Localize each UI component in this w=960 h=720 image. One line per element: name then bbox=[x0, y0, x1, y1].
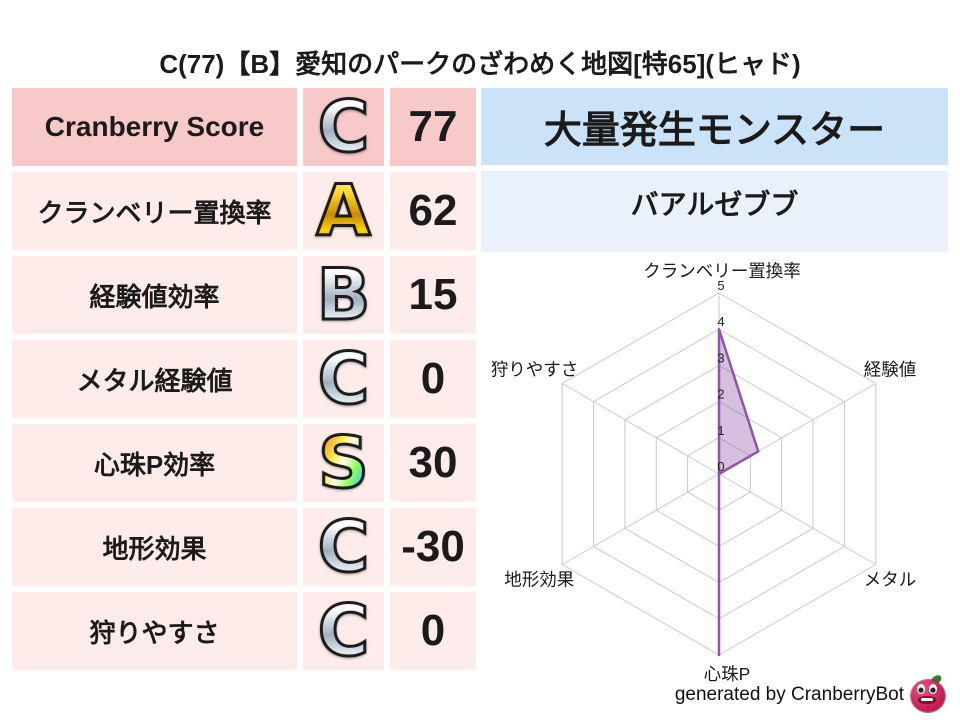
grade-icon: S bbox=[317, 422, 370, 504]
footer: generated by CranberryBot bbox=[674, 673, 948, 714]
table-row: 地形効果 C -30 bbox=[12, 506, 476, 588]
svg-text:地形効果: 地形効果 bbox=[504, 570, 574, 590]
grade-icon: C bbox=[316, 590, 370, 672]
stat-value: 30 bbox=[390, 424, 476, 502]
stat-value: 0 bbox=[390, 592, 476, 670]
table-row: 心珠P効率 S 30 bbox=[12, 422, 476, 504]
table-row: メタル経験値 C 0 bbox=[12, 338, 476, 420]
svg-text:0: 0 bbox=[717, 459, 724, 474]
page-title: C(77)【B】愛知のパークのざわめく地図[特65](ヒャド) bbox=[159, 49, 801, 79]
stat-label: 経験値効率 bbox=[12, 256, 297, 334]
monster-panel-header: 大量発生モンスター bbox=[481, 88, 948, 165]
grade-icon: C bbox=[316, 506, 370, 588]
stat-label: クランベリー置換率 bbox=[12, 172, 297, 250]
stat-value: 62 bbox=[390, 172, 476, 250]
svg-text:経験値: 経験値 bbox=[864, 360, 917, 380]
svg-text:5: 5 bbox=[717, 278, 724, 293]
table-row: Cranberry Score C 77 bbox=[12, 86, 476, 168]
stat-value: 77 bbox=[390, 88, 476, 166]
stat-label: 心珠P効率 bbox=[12, 424, 297, 502]
svg-text:3: 3 bbox=[717, 350, 724, 365]
svg-text:狩りやすさ: 狩りやすさ bbox=[491, 360, 579, 380]
cranberry-bot-icon bbox=[910, 673, 948, 714]
stat-value: 0 bbox=[390, 340, 476, 418]
svg-text:心珠P: 心珠P bbox=[704, 664, 751, 684]
table-row: 狩りやすさ C 0 bbox=[12, 590, 476, 672]
svg-text:1: 1 bbox=[717, 423, 724, 438]
svg-text:4: 4 bbox=[717, 314, 724, 329]
stat-label: 地形効果 bbox=[12, 508, 297, 586]
stat-label: Cranberry Score bbox=[12, 88, 297, 166]
monster-name-text: バアルゼブブ bbox=[630, 189, 799, 220]
grade-icon: C bbox=[316, 338, 370, 420]
footer-credit: generated by CranberryBot bbox=[674, 684, 904, 705]
svg-text:クランベリー置換率: クランベリー置換率 bbox=[643, 261, 801, 281]
table-row: 経験値効率 B 15 bbox=[12, 254, 476, 336]
grade-icon: B bbox=[315, 254, 371, 336]
stat-value: -30 bbox=[390, 508, 476, 586]
stat-label: メタル経験値 bbox=[12, 340, 297, 418]
score-table: Cranberry Score C 77 クランベリー置換率 A 62 経験値効… bbox=[12, 86, 476, 672]
svg-text:2: 2 bbox=[717, 387, 724, 402]
monster-name: バアルゼブブ bbox=[481, 171, 948, 252]
stat-value: 15 bbox=[390, 256, 476, 334]
svg-text:メタル: メタル bbox=[864, 570, 917, 590]
stat-label: 狩りやすさ bbox=[12, 592, 297, 670]
table-row: クランベリー置換率 A 62 bbox=[12, 170, 476, 252]
grade-icon: A bbox=[315, 170, 372, 252]
grade-icon: C bbox=[316, 86, 370, 168]
